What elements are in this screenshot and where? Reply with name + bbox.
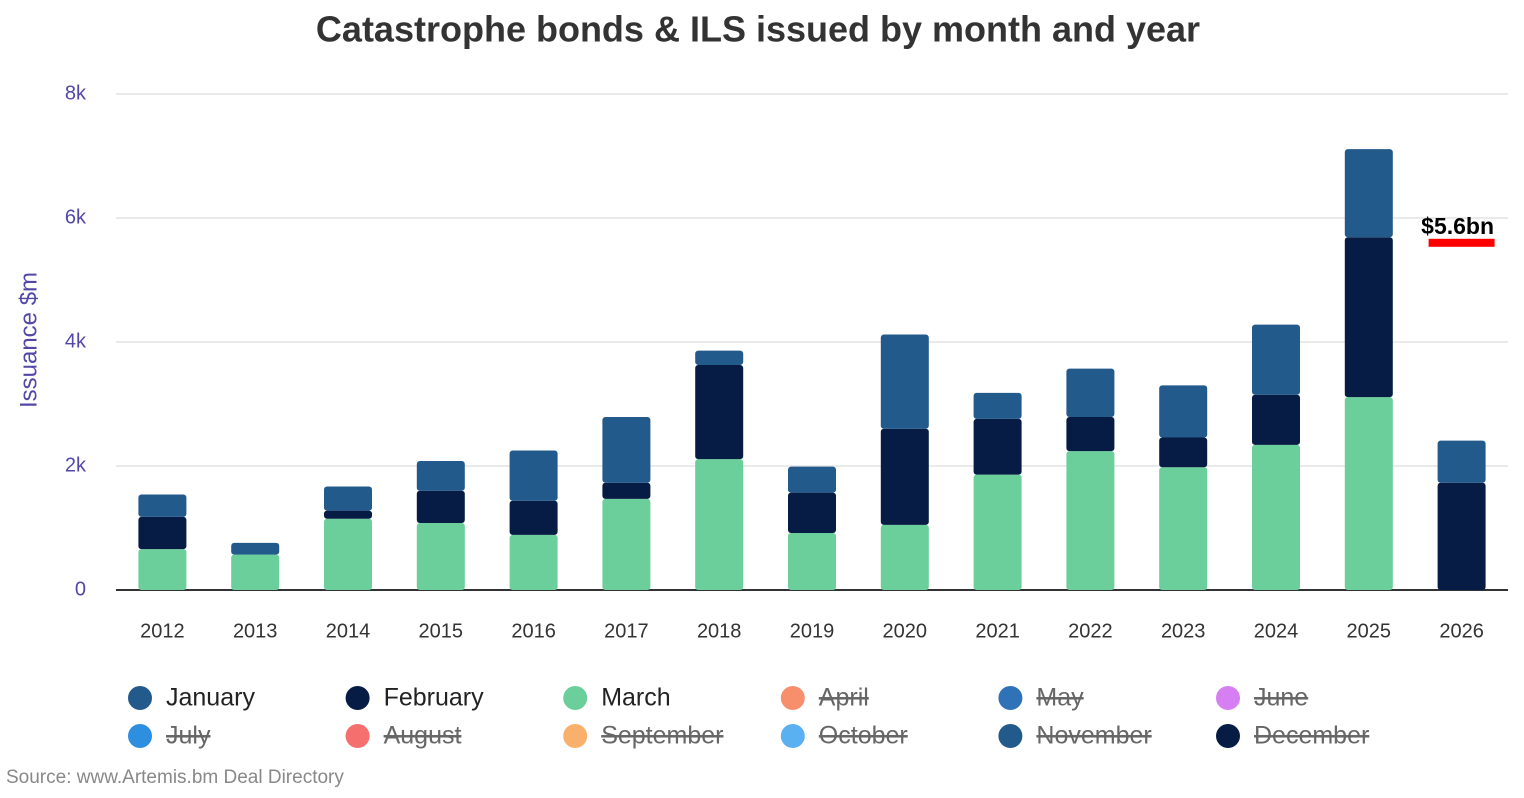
bar-segment — [602, 482, 651, 499]
legend-marker[interactable] — [998, 686, 1023, 710]
x-tick-label: 2025 — [1347, 620, 1392, 642]
bar-segment — [1066, 368, 1115, 418]
bar-segment — [602, 417, 651, 483]
bar-segment — [1344, 149, 1393, 238]
x-tick-label: 2012 — [140, 620, 185, 642]
bar-segment — [880, 428, 929, 525]
bar-segment — [509, 450, 558, 501]
bar-segment — [788, 466, 836, 493]
bar-segment — [1344, 397, 1393, 590]
legend-label[interactable]: May — [1036, 684, 1084, 712]
legend-marker[interactable] — [345, 686, 370, 710]
bar-segment — [509, 500, 558, 535]
bar-segment — [973, 392, 1022, 419]
bar-segment — [1159, 385, 1208, 438]
legend-label[interactable]: February — [384, 684, 485, 712]
bar-segment — [138, 494, 187, 517]
bar-segment — [138, 516, 187, 550]
legend-marker[interactable] — [1216, 724, 1240, 748]
bar-segment — [973, 418, 1022, 475]
x-tick-label: 2026 — [1439, 620, 1484, 642]
legend-label[interactable]: September — [601, 722, 723, 750]
legend-label[interactable]: December — [1254, 722, 1369, 750]
legend-marker[interactable] — [563, 724, 588, 748]
source: Source: www.Artemis.bm Deal Directory — [6, 767, 344, 788]
chart-title: Catastrophe bonds & ILS issued by month … — [316, 9, 1200, 50]
legend-label[interactable]: June — [1254, 684, 1308, 712]
bar-segment — [695, 364, 744, 460]
x-tick-label: 2013 — [233, 620, 278, 642]
legend-label[interactable]: August — [384, 722, 462, 750]
legend-marker[interactable] — [128, 724, 152, 748]
bar-segment — [1066, 417, 1115, 452]
x-tick-label: 2023 — [1161, 620, 1206, 642]
bar-segment — [509, 534, 558, 590]
legend-label[interactable]: April — [819, 684, 869, 712]
bar-segment — [1252, 444, 1300, 590]
bar-segment — [1252, 394, 1300, 445]
bar-segment — [138, 549, 187, 590]
x-tick-label: 2024 — [1254, 620, 1299, 642]
bar-segment — [695, 350, 744, 365]
x-tick-label: 2020 — [883, 620, 928, 642]
legend-marker[interactable] — [780, 686, 805, 710]
x-tick-label: 2015 — [419, 620, 464, 642]
bar-segment — [324, 518, 372, 590]
bar-segment — [880, 524, 929, 590]
legend-marker[interactable] — [128, 686, 152, 710]
bar-segment — [416, 461, 465, 491]
x-tick-label: 2018 — [697, 620, 742, 642]
x-tick-label: 2017 — [604, 620, 649, 642]
bar-segment — [416, 523, 465, 590]
legend-marker[interactable] — [345, 724, 370, 748]
bar-segment — [973, 474, 1022, 590]
bar-segment — [1159, 467, 1208, 590]
bar-segment — [1066, 451, 1115, 590]
legend-marker[interactable] — [998, 724, 1023, 748]
bar-segment — [695, 459, 744, 590]
legend-label[interactable]: October — [819, 722, 908, 750]
y-tick-label: 2k — [65, 454, 87, 476]
bar-segment — [1159, 437, 1208, 468]
bar-segment — [788, 492, 836, 533]
y-tick-label: 8k — [65, 82, 87, 104]
y-tick-label: 6k — [65, 206, 87, 228]
bar-segment — [324, 510, 372, 519]
bar-segment — [880, 334, 929, 429]
legend-label[interactable]: July — [166, 722, 211, 750]
x-tick-label: 2019 — [790, 620, 835, 642]
bar-segment — [416, 490, 465, 524]
legend-marker[interactable] — [780, 724, 805, 748]
legend-label[interactable]: November — [1036, 722, 1151, 750]
y-axis-title: Issuance $m — [15, 272, 42, 408]
bar-segment — [1437, 440, 1486, 483]
legend-marker[interactable] — [563, 686, 588, 710]
bar-segment — [602, 498, 651, 590]
legend-marker[interactable] — [1216, 686, 1240, 710]
bar-segment — [1252, 324, 1300, 395]
x-tick-label: 2014 — [326, 620, 371, 642]
y-tick-label: 0 — [75, 578, 86, 600]
annotation-label: $5.6bn — [1421, 213, 1494, 239]
legend-label[interactable]: January — [166, 684, 255, 712]
y-tick-label: 4k — [65, 330, 87, 352]
bar-segment — [231, 554, 280, 590]
bar-segment — [1437, 482, 1486, 590]
legend-label[interactable]: March — [601, 684, 670, 712]
bar-segment — [1344, 237, 1393, 398]
x-tick-label: 2022 — [1068, 620, 1113, 642]
annotation-marker — [1428, 238, 1495, 247]
x-tick-label: 2016 — [511, 620, 556, 642]
x-tick-label: 2021 — [975, 620, 1020, 642]
bar-segment — [324, 486, 372, 511]
bar-segment — [788, 532, 836, 590]
bar-segment — [231, 542, 280, 555]
